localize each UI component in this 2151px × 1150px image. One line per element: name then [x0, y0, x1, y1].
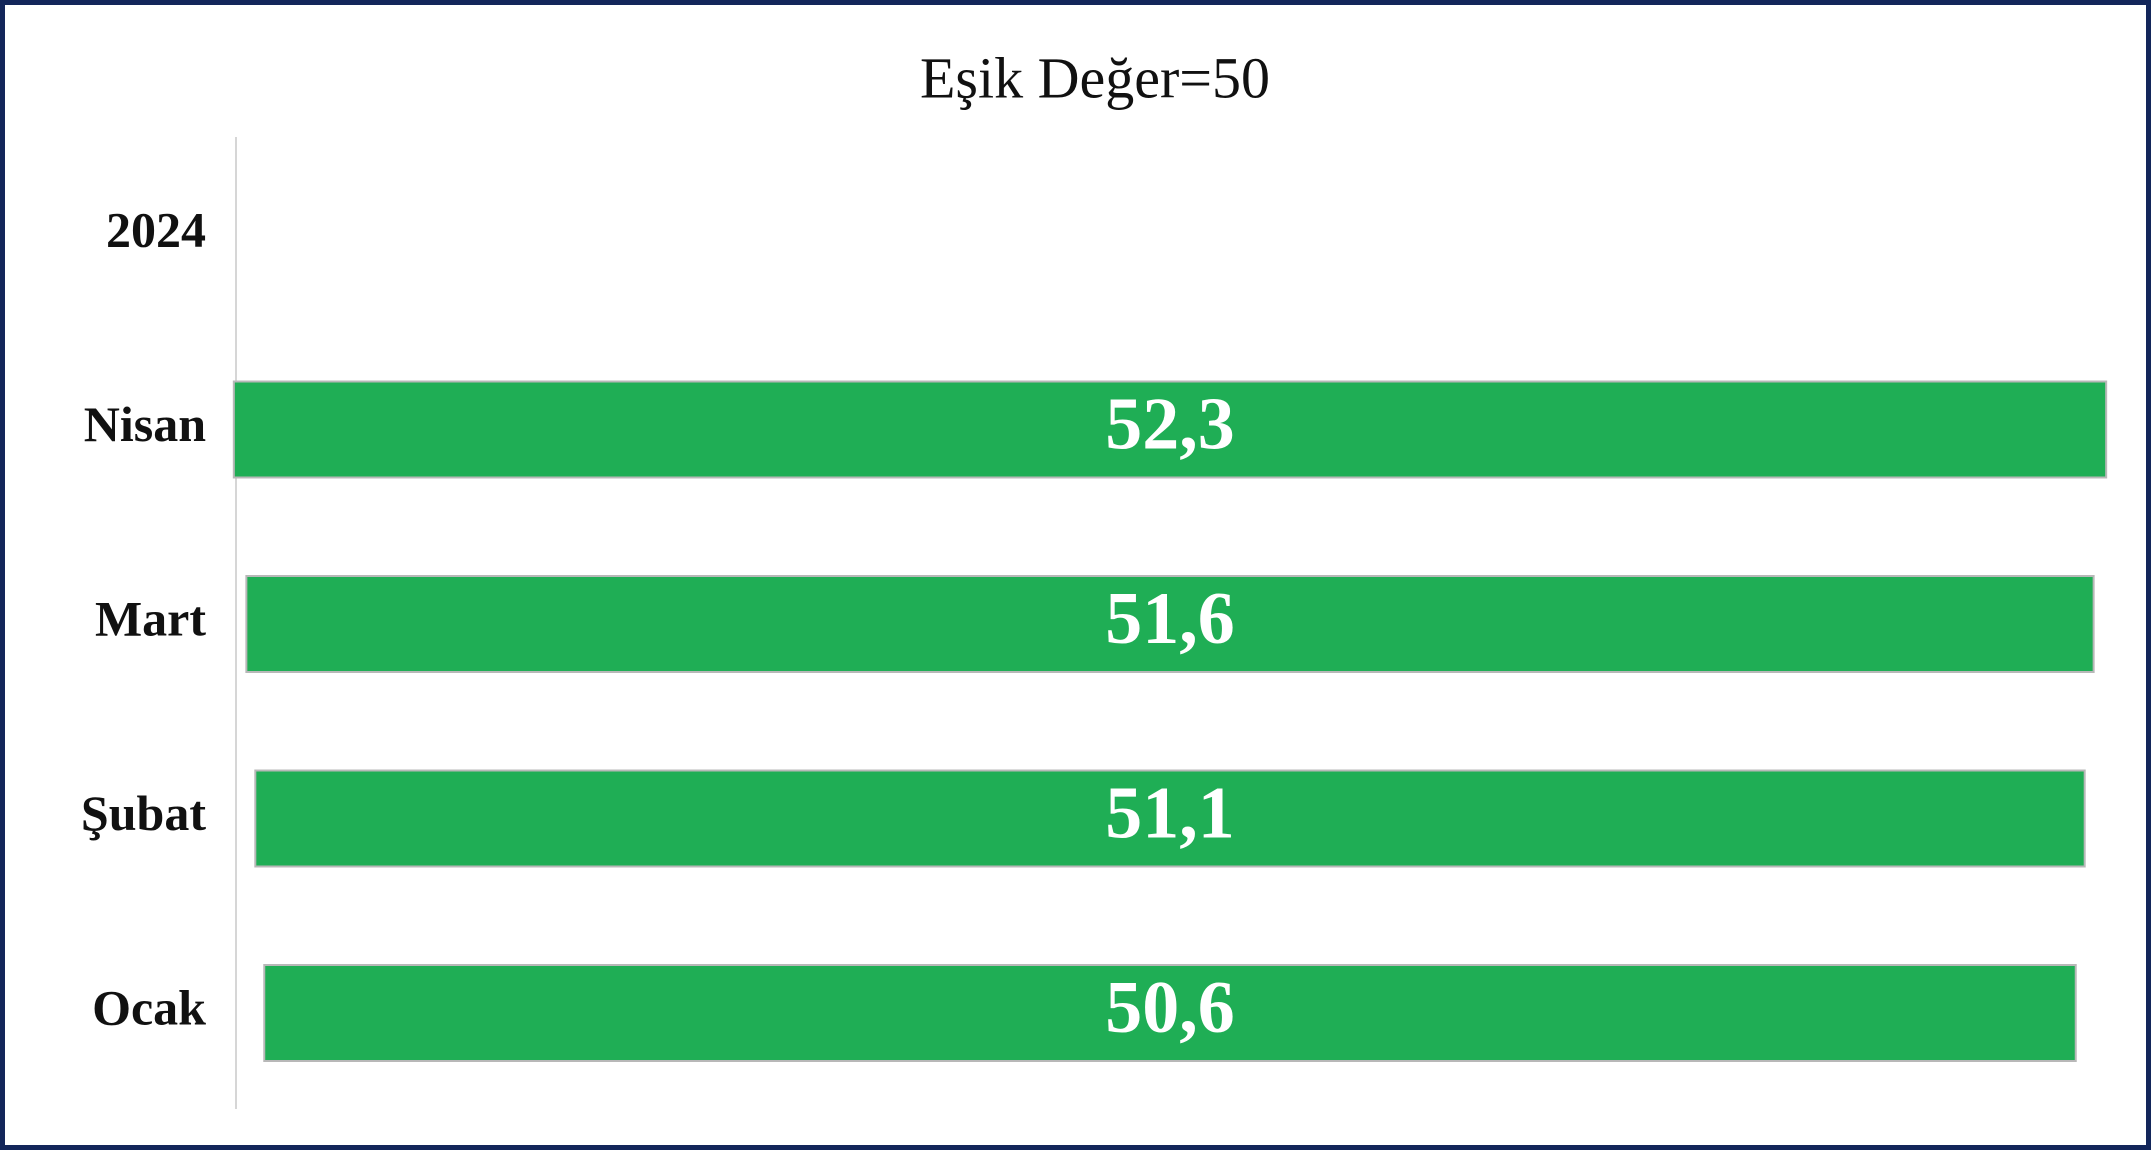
- value-label: 50,6: [1105, 967, 1235, 1049]
- value-label: 52,3: [1105, 383, 1235, 465]
- category-label: 2024: [106, 201, 206, 257]
- bar: [232, 380, 2108, 479]
- category-label: Mart: [95, 590, 206, 646]
- value-label: 51,1: [1105, 772, 1235, 854]
- value-label: 51,6: [1105, 578, 1235, 660]
- category-label: Şubat: [81, 785, 206, 841]
- bar: [245, 575, 2095, 673]
- bar: [254, 769, 2086, 868]
- category-label: Nisan: [84, 396, 206, 452]
- bar: [263, 964, 2077, 1062]
- category-label: Ocak: [92, 979, 206, 1035]
- chart-title: Eşik Değer=50: [920, 45, 1270, 110]
